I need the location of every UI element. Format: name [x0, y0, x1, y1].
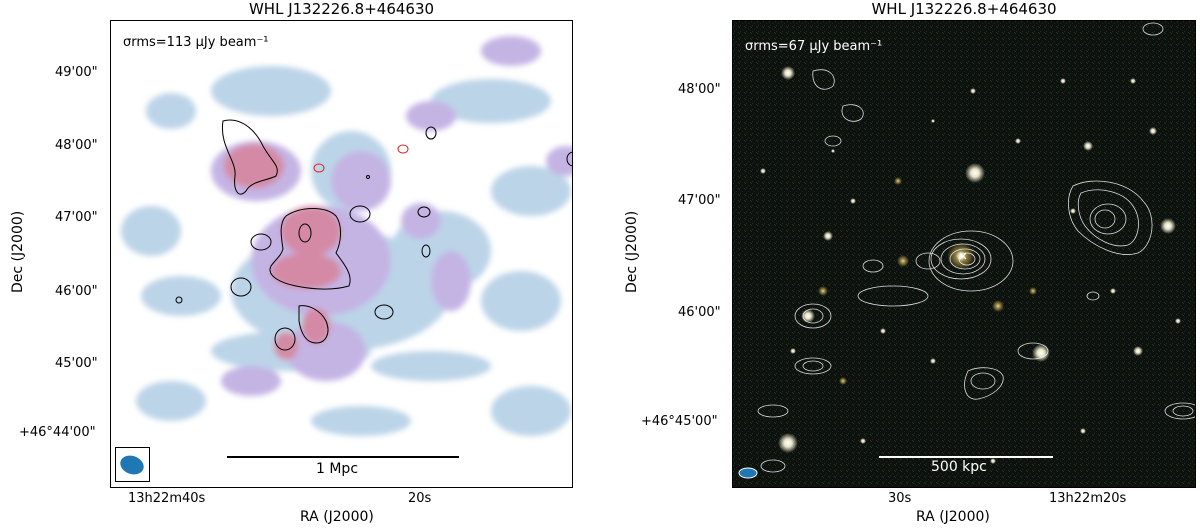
left-ytick-4: 46'00" [55, 284, 98, 299]
contour-layer [175, 119, 572, 351]
right-xtick-1: 30s [888, 491, 912, 506]
left-xtick-2: 20s [408, 491, 432, 506]
left-ytick-6: +46°44'00" [19, 425, 96, 440]
right-ytick-45: +46°45'00" [641, 414, 718, 429]
right-xtick-2: 13h22m20s [1049, 491, 1127, 506]
left-y-axis-title: Dec (J2000) [10, 210, 26, 293]
negative-contour-layer [313, 144, 409, 173]
left-x-axis-title: RA (J2000) [300, 509, 374, 525]
left-ytick-5: 45'00" [55, 356, 98, 371]
right-optical-overlay: σrms=67 μJy beam⁻¹ 500 kpc [732, 20, 1196, 488]
right-ytick-3: 46'00" [678, 305, 721, 320]
right-beam-ellipse [738, 467, 758, 479]
left-ytick-1: 49'00" [55, 65, 98, 80]
left-rms-label: σrms=113 μJy beam⁻¹ [123, 35, 269, 50]
emission-layer [121, 36, 572, 436]
left-scale-bar-label: 1 Mpc [316, 461, 359, 477]
right-x-axis-title: RA (J2000) [916, 509, 990, 525]
right-panel-title: WHL J132226.8+464630 [871, 0, 1057, 18]
left-panel-title: WHL J132226.8+464630 [248, 0, 435, 18]
left-beam-ellipse [120, 455, 144, 475]
left-ytick-3: 47'00" [55, 210, 98, 225]
left-radio-map: σrms=113 μJy beam⁻¹ 1 Mpc [110, 20, 573, 488]
left-map-svg [121, 36, 572, 458]
left-beam-box [115, 447, 150, 482]
left-xtick-1: 13h22m40s [128, 491, 206, 506]
right-map-svg [733, 21, 1195, 487]
right-scale-bar-label: 500 kpc [931, 459, 987, 475]
right-ytick-2: 47'00" [678, 193, 721, 208]
right-y-axis-title: Dec (J2000) [624, 210, 640, 293]
left-ytick-2: 48'00" [55, 138, 98, 153]
radio-contours-overlay [757, 22, 1195, 473]
right-rms-label: σrms=67 μJy beam⁻¹ [745, 39, 883, 54]
cluster-center-marker [959, 252, 967, 260]
right-ytick-1: 48'00" [678, 82, 721, 97]
